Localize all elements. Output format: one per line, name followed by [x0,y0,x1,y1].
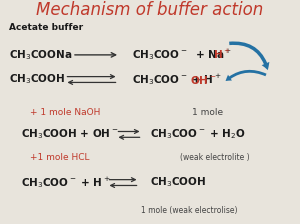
Text: CH$_3$COOH + OH$^-$: CH$_3$COOH + OH$^-$ [21,127,118,141]
Text: 1 mole: 1 mole [192,108,223,116]
FancyArrowPatch shape [226,70,266,81]
Text: H$^+$: H$^+$ [213,48,230,61]
Text: +1 mole HCL: +1 mole HCL [30,153,89,162]
Text: Acetate buffer: Acetate buffer [9,24,83,32]
Text: CH$_3$COO$^-$ + H$^+$: CH$_3$COO$^-$ + H$^+$ [132,72,221,87]
Text: + 1 mole NaOH: + 1 mole NaOH [30,108,100,116]
Text: Mechanism of buffer action: Mechanism of buffer action [36,1,264,19]
FancyArrowPatch shape [229,41,269,70]
Text: CH$_3$COO$^-$ + H$_2$O: CH$_3$COO$^-$ + H$_2$O [150,127,246,141]
Text: CH$_3$COO$^-$  + Na$^+$: CH$_3$COO$^-$ + Na$^+$ [132,47,232,62]
Text: CH$_3$COOH: CH$_3$COOH [9,73,65,86]
Text: OH$^-$: OH$^-$ [190,73,217,86]
Text: 1 mole (weak electrolise): 1 mole (weak electrolise) [141,206,238,215]
Text: CH$_3$COO$^-$ + H$^+$: CH$_3$COO$^-$ + H$^+$ [21,175,110,190]
Text: (weak electrolite ): (weak electrolite ) [180,153,250,162]
Text: CH$_3$COONa: CH$_3$COONa [9,48,73,62]
Text: CH$_3$COOH: CH$_3$COOH [150,176,206,190]
